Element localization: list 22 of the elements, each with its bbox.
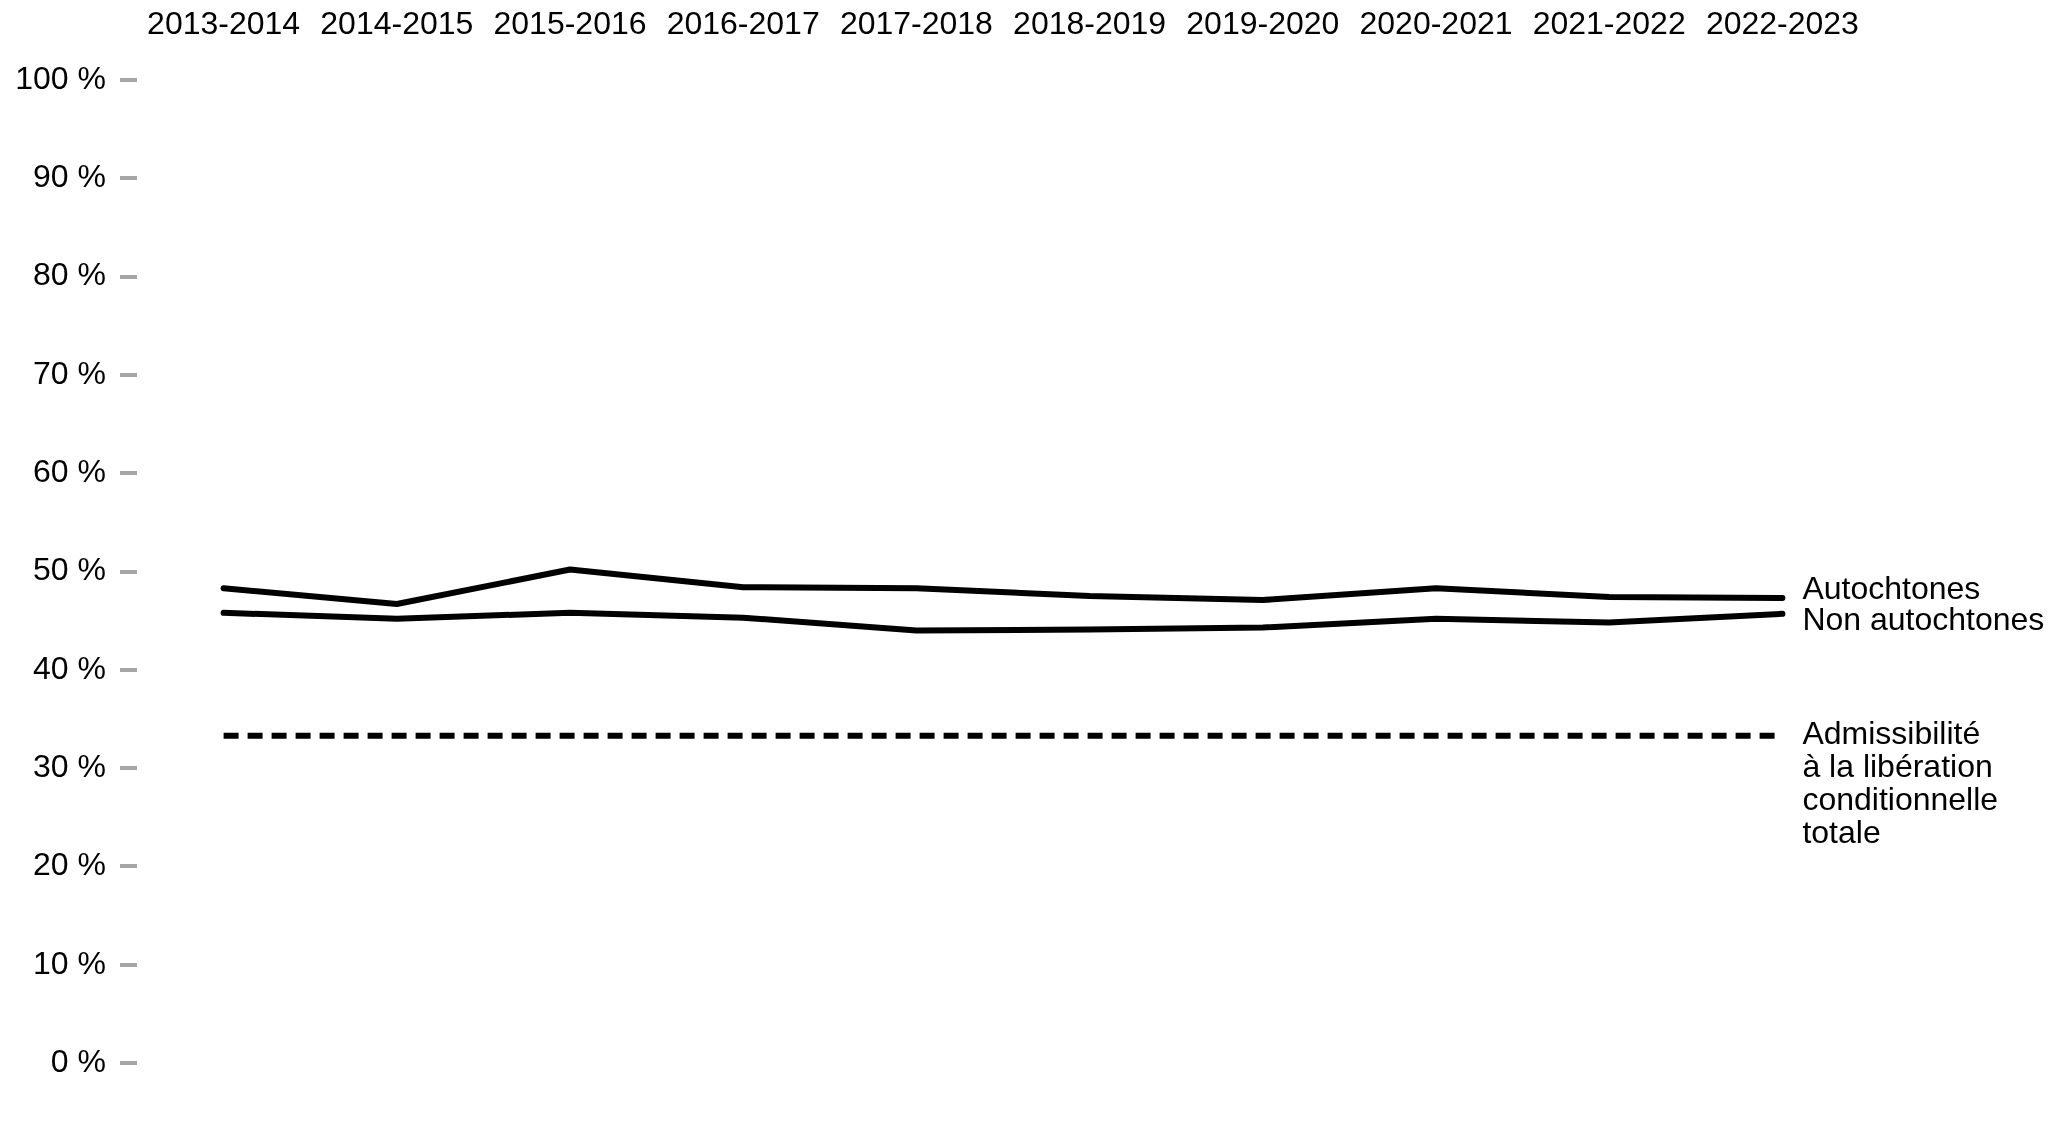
x-tick-label: 2021-2022 [1532,4,1686,41]
ref-line-label: Admissibilité à la libération conditionnelle totale [1802,715,1999,851]
y-tick-label: 70 % [33,354,106,391]
x-tick-label: 2013-2014 [147,4,301,41]
y-tick-label: 90 % [33,158,106,195]
x-tick-label: 2016-2017 [666,4,820,41]
y-tick-label: 80 % [33,256,106,293]
x-tick-label: 2020-2021 [1359,4,1513,41]
y-tick-label: 60 % [33,453,106,490]
x-tick-label: 2018-2019 [1013,4,1167,41]
y-tick-label: 20 % [33,846,106,883]
y-tick-label: 100 % [15,59,106,96]
y-tick-label: 40 % [33,649,106,686]
y-tick-label: 50 % [33,551,106,588]
y-tick-label: 0 % [50,1042,106,1079]
x-tick-label: 2019-2020 [1186,4,1340,41]
x-tick-label: 2017-2018 [839,4,993,41]
y-tick-label: 10 % [33,944,106,981]
x-tick-label: 2015-2016 [493,4,647,41]
y-tick-label: 30 % [33,747,106,784]
x-tick-label: 2022-2023 [1705,4,1859,41]
x-tick-label: 2014-2015 [320,4,474,41]
